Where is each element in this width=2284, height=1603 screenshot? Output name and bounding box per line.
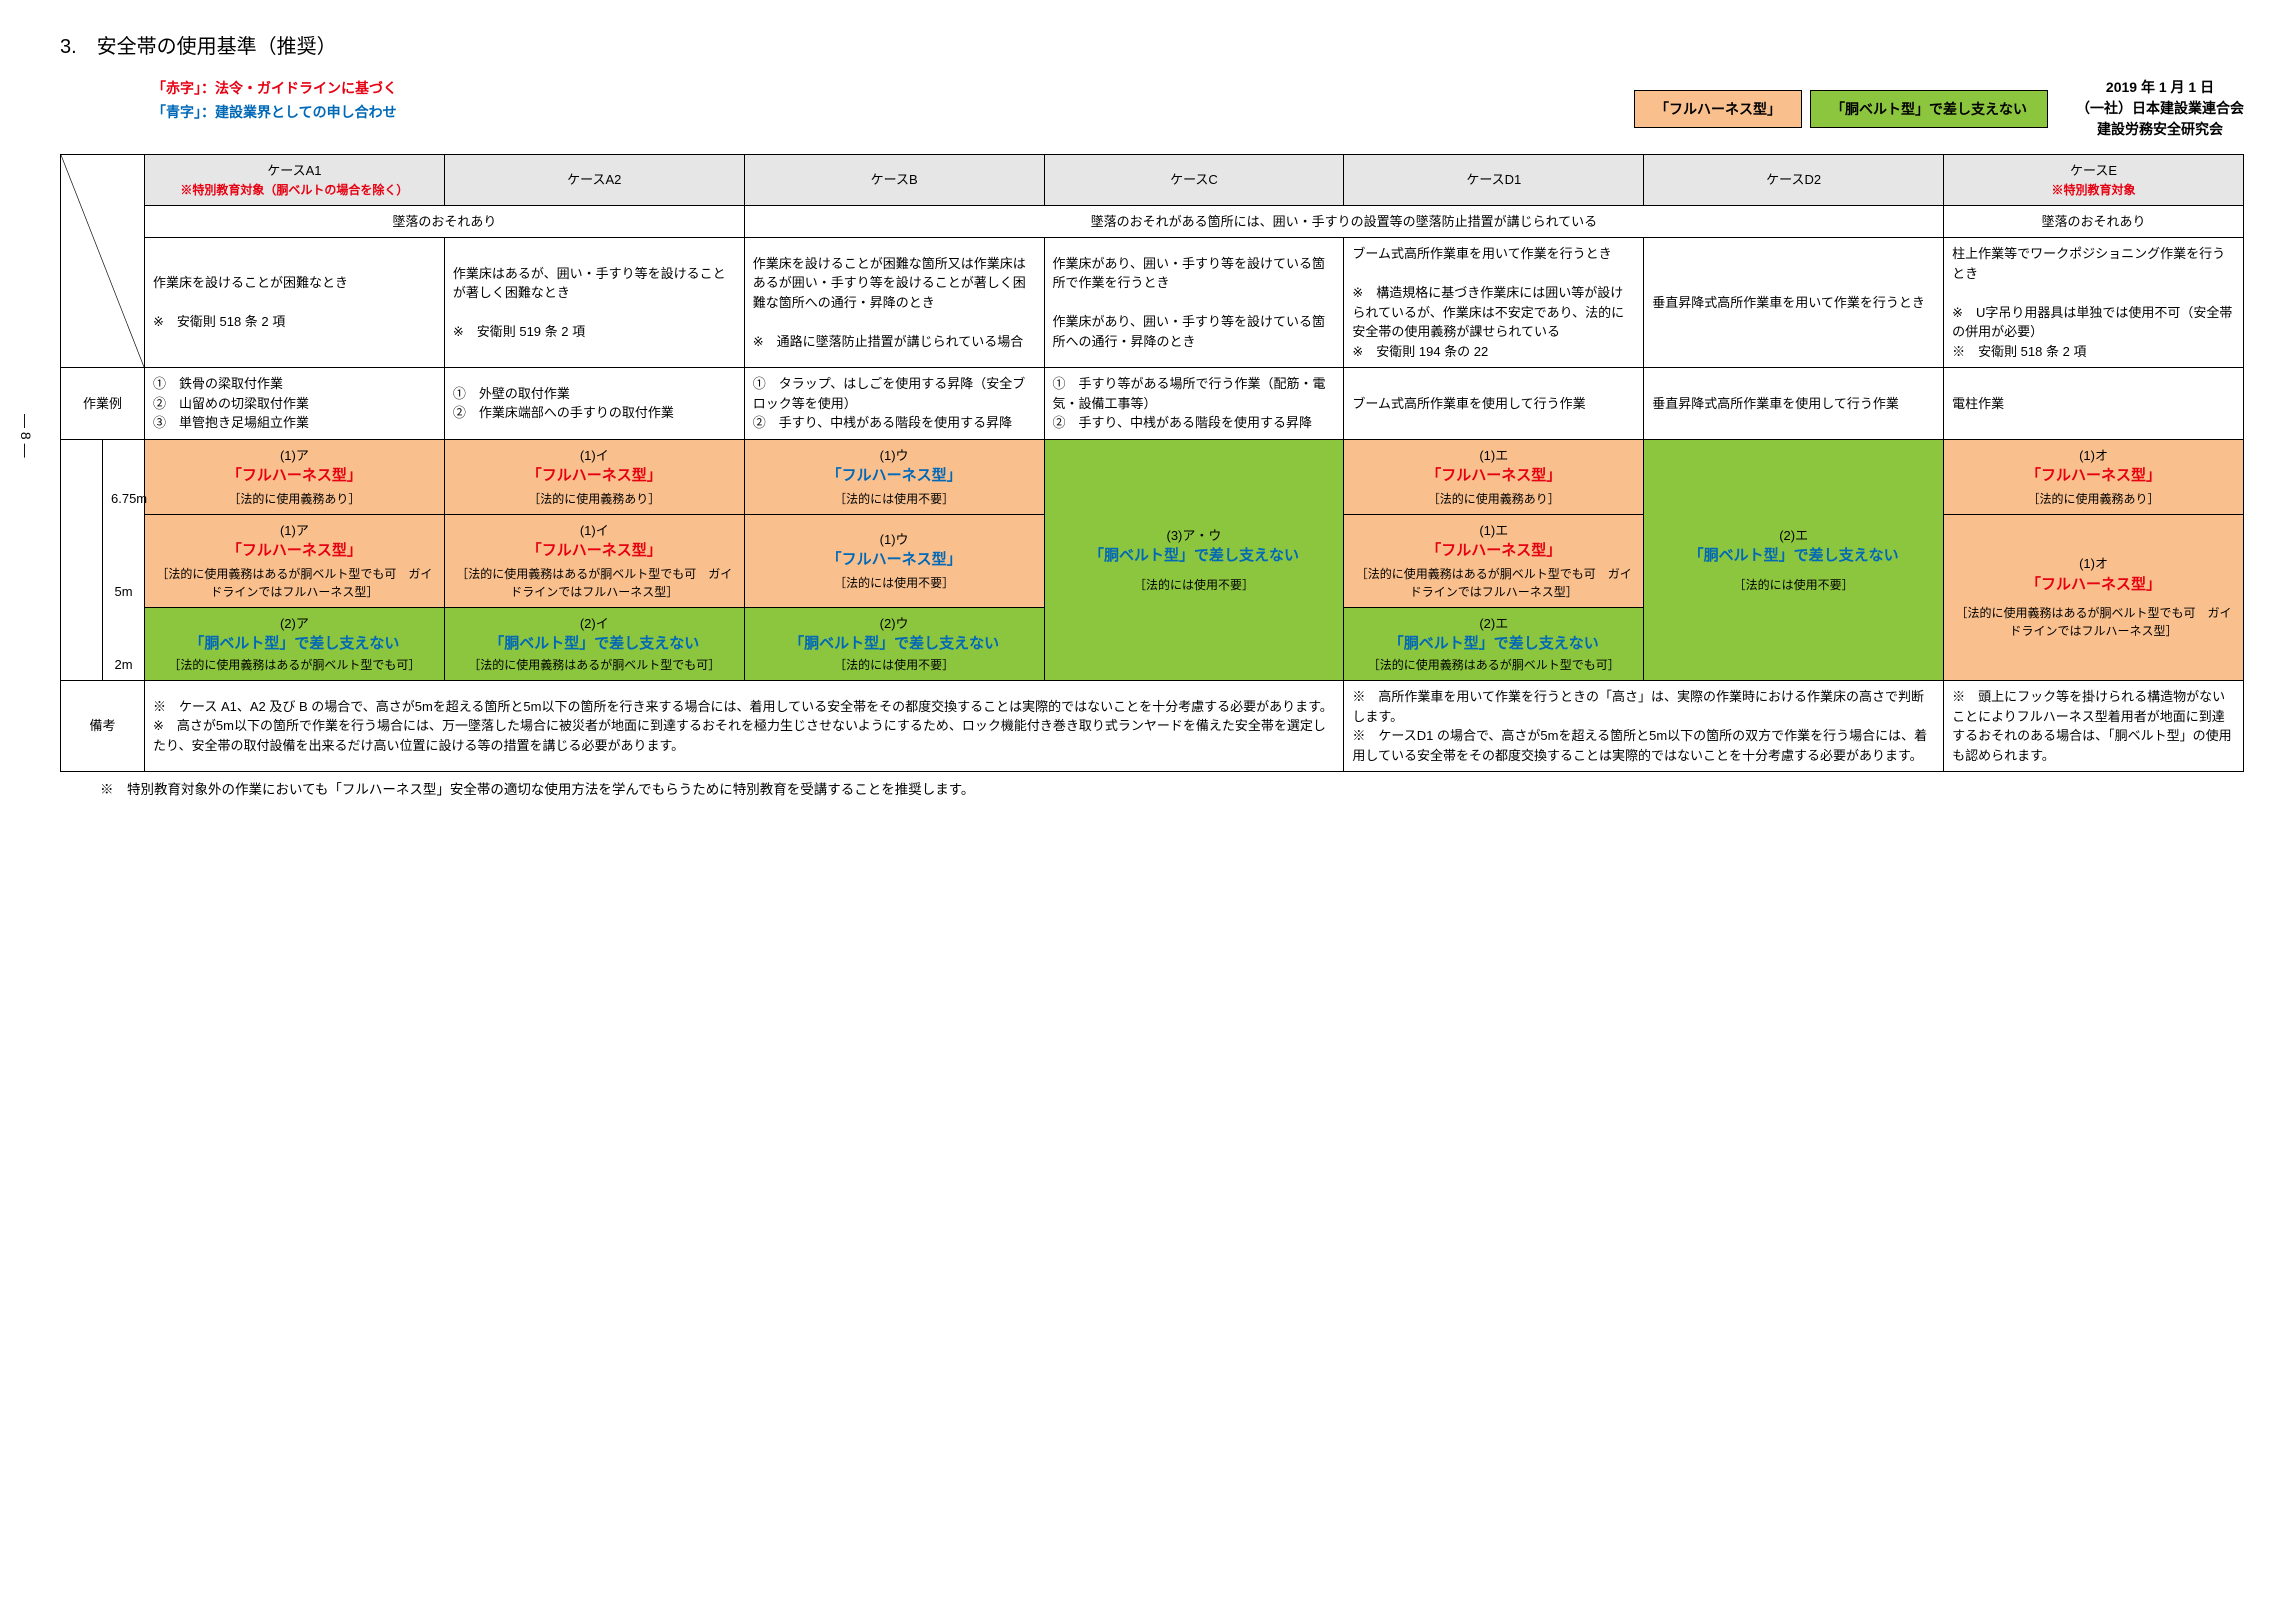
situation-detail-a1: 作業床を設けることが困難なとき ※ 安衛則 518 条 2 項 [145, 238, 445, 368]
remark-d: ※ 高所作業車を用いて作業を行うときの「高さ」は、実際の作業時における作業床の高… [1344, 681, 1944, 772]
legend-red: 「赤字」：法令・ガイドラインに基づく [152, 80, 397, 96]
situation-bcd: 墜落のおそれがある箇所には、囲い・手すりの設置等の墜落防止措置が講じられている [744, 205, 1943, 238]
col-header-c: ケースC [1044, 155, 1344, 206]
cell-r2-b: (1)ウ 「フルハーネス型」 ［法的には使用不要］ [744, 514, 1044, 607]
example-a1: ① 鉄骨の梁取付作業 ② 山留めの切梁取付作業 ③ 単管抱き足場組立作業 [145, 368, 445, 440]
page-title: 3. 安全帯の使用基準（推奨） [60, 30, 2244, 59]
situation-detail-e: 柱上作業等でワークポジショニング作業を行うとき ※ U字吊り用器具は単独では使用… [1944, 238, 2244, 368]
remark-ab: ※ ケース A1、A2 及び B の場合で、高さが5mを超える箇所と5m以下の箇… [145, 681, 1344, 772]
height-5: 5m [103, 514, 145, 607]
pub-org2: 建設労務安全研究会 [2097, 121, 2223, 137]
pub-date: 2019 年 1 月 1 日 [2106, 79, 2214, 95]
cell-r1-a1: (1)ア 「フルハーネス型」 ［法的に使用義務あり］ [145, 439, 445, 514]
situation-detail-b: 作業床を設けることが困難な箇所又は作業床はあるが囲い・手すり等を設けることが著し… [744, 238, 1044, 368]
legend-blue: 「青字」：建設業界としての申し合わせ [152, 104, 397, 120]
situation-a: 墜落のおそれあり [145, 205, 745, 238]
cell-r1-a2: (1)イ 「フルハーネス型」 ［法的に使用義務あり］ [444, 439, 744, 514]
swatch-orange: 「フルハーネス型」 [1634, 90, 1802, 128]
example-d2: 垂直昇降式高所作業車を使用して行う作業 [1644, 368, 1944, 440]
height-2: 2m [103, 607, 145, 681]
swatch-green: 「胴ベルト型」で差し支えない [1810, 90, 2048, 128]
col-header-d2: ケースD2 [1644, 155, 1944, 206]
page-number: — 8 — [18, 414, 34, 458]
cell-r2-a2: (1)イ 「フルハーネス型」 ［法的に使用義務はあるが胴ベルト型でも可 ガイドラ… [444, 514, 744, 607]
side-height [61, 439, 103, 681]
height-6-75: 6.75m [103, 439, 145, 514]
example-e: 電柱作業 [1944, 368, 2244, 440]
remark-e: ※ 頭上にフック等を掛けられる構造物がないことによりフルハーネス型着用者が地面に… [1944, 681, 2244, 772]
col-header-d1: ケースD1 [1344, 155, 1644, 206]
example-a2: ① 外壁の取付作業 ② 作業床端部への手すりの取付作業 [444, 368, 744, 440]
situation-detail-d1: ブーム式高所作業車を用いて作業を行うとき ※ 構造規格に基づき作業床には囲い等が… [1344, 238, 1644, 368]
col-header-b: ケースB [744, 155, 1044, 206]
cell-r3-a1: (2)ア 「胴ベルト型」で差し支えない ［法的に使用義務はあるが胴ベルト型でも可… [145, 607, 445, 681]
cell-r1-d1: (1)エ 「フルハーネス型」 ［法的に使用義務あり］ [1344, 439, 1644, 514]
footnote: ※ 特別教育対象外の作業においても「フルハーネス型」安全帯の適切な使用方法を学ん… [100, 778, 2244, 798]
example-b: ① タラップ、はしごを使用する昇降（安全ブロック等を使用） ② 手すり、中桟があ… [744, 368, 1044, 440]
situation-detail-d2: 垂直昇降式高所作業車を用いて作業を行うとき [1644, 238, 1944, 368]
col-header-a2: ケースA2 [444, 155, 744, 206]
cell-r2-a1: (1)ア 「フルハーネス型」 ［法的に使用義務はあるが胴ベルト型でも可 ガイドラ… [145, 514, 445, 607]
criteria-table: ケースA1 ※特別教育対象（胴ベルトの場合を除く） ケースA2 ケースB ケース… [60, 154, 2244, 772]
legend: 「赤字」：法令・ガイドラインに基づく 「青字」：建設業界としての申し合わせ [152, 77, 397, 125]
cell-r1-b: (1)ウ 「フルハーネス型」 ［法的には使用不要］ [744, 439, 1044, 514]
situation-detail-a2: 作業床はあるが、囲い・手すり等を設けることが著しく困難なとき ※ 安衛則 519… [444, 238, 744, 368]
example-d1: ブーム式高所作業車を使用して行う作業 [1344, 368, 1644, 440]
col-header-e: ケースE ※特別教育対象 [1944, 155, 2244, 206]
cell-r1-e: (1)オ 「フルハーネス型」 ［法的に使用義務あり］ [1944, 439, 2244, 514]
situation-detail-c: 作業床があり、囲い・手すり等を設けている箇所で作業を行うとき 作業床があり、囲い… [1044, 238, 1344, 368]
cell-r2-d1: (1)エ 「フルハーネス型」 ［法的に使用義務はあるが胴ベルト型でも可 ガイドラ… [1344, 514, 1644, 607]
situation-e: 墜落のおそれあり [1944, 205, 2244, 238]
header-row: 「赤字」：法令・ガイドラインに基づく 「青字」：建設業界としての申し合わせ 「フ… [60, 77, 2244, 140]
cell-r3-d1: (2)エ 「胴ベルト型」で差し支えない ［法的に使用義務はあるが胴ベルト型でも可… [1344, 607, 1644, 681]
header-right: 「フルハーネス型」 「胴ベルト型」で差し支えない 2019 年 1 月 1 日 … [1634, 77, 2244, 140]
cell-r3-a2: (2)イ 「胴ベルト型」で差し支えない ［法的に使用義務はあるが胴ベルト型でも可… [444, 607, 744, 681]
col-header-a1: ケースA1 ※特別教育対象（胴ベルトの場合を除く） [145, 155, 445, 206]
side-remark: 備考 [61, 681, 145, 772]
cell-c-merged: (3)ア・ウ 「胴ベルト型」で差し支えない ［法的には使用不要］ [1044, 439, 1344, 681]
example-c: ① 手すり等がある場所で行う作業（配筋・電気・設備工事等） ② 手すり、中桟があ… [1044, 368, 1344, 440]
cell-d2-merged: (2)エ 「胴ベルト型」で差し支えない ［法的には使用不要］ [1644, 439, 1944, 681]
cell-e-merged: (1)オ 「フルハーネス型」 ［法的に使用義務はあるが胴ベルト型でも可 ガイドラ… [1944, 514, 2244, 681]
pub-org1: （一社）日本建設業連合会 [2076, 100, 2244, 116]
publication-info: 2019 年 1 月 1 日 （一社）日本建設業連合会 建設労務安全研究会 [2076, 77, 2244, 140]
cell-r3-b: (2)ウ 「胴ベルト型」で差し支えない ［法的には使用不要］ [744, 607, 1044, 681]
side-example: 作業例 [61, 368, 145, 440]
